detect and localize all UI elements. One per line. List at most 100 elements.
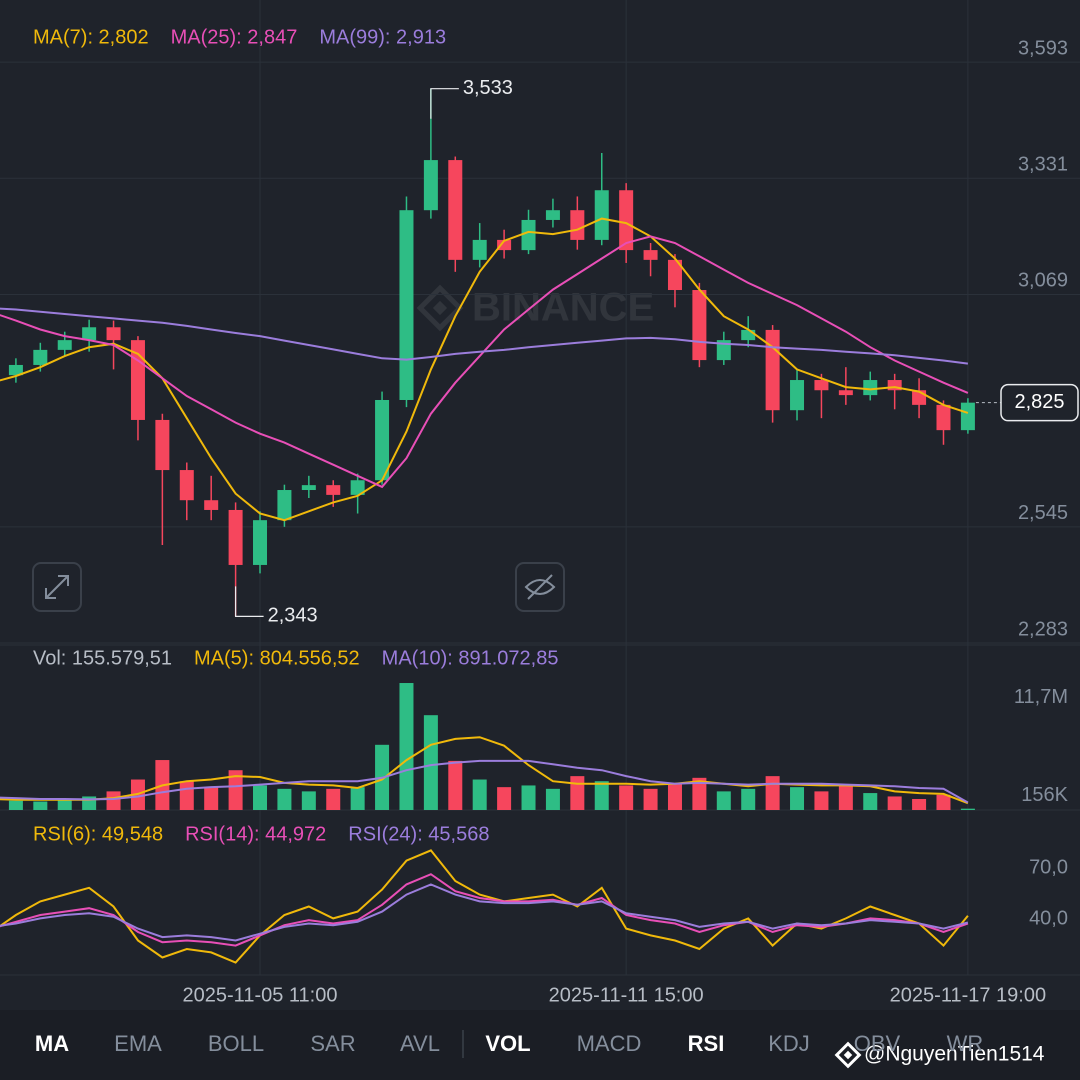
candle-body	[375, 399, 390, 481]
volume-bar	[936, 794, 951, 810]
legend-entry: MA(10): 891.072,85	[382, 647, 559, 669]
min-marker	[235, 586, 264, 617]
candle-body	[936, 404, 951, 431]
volume-bar	[326, 788, 341, 810]
toolbar-item[interactable]: KDJ	[768, 1031, 810, 1056]
y-tick-label: 3,331	[1018, 154, 1068, 176]
toolbar-item[interactable]: VOL	[485, 1031, 530, 1056]
candle-body	[399, 210, 414, 400]
toolbar-item[interactable]: SAR	[310, 1031, 355, 1056]
legend-entry: RSI(6): 49,548	[33, 823, 163, 845]
candle-body	[741, 329, 756, 341]
candle-body	[643, 250, 658, 260]
candle-body	[326, 485, 341, 495]
toolbar-item[interactable]: MACD	[577, 1031, 642, 1056]
candle-body	[301, 485, 316, 491]
y-tick-label: 40,0	[1029, 907, 1068, 929]
candle-body	[277, 490, 292, 521]
volume-bar	[228, 770, 243, 810]
candle-body	[765, 329, 780, 411]
candle-body	[57, 340, 72, 350]
rsi-line	[0, 873, 969, 947]
toolbar-bg	[0, 1010, 1080, 1080]
legend-entry: MA(5): 804.556,52	[194, 647, 360, 669]
volume-bar	[448, 760, 463, 810]
legend-entry: MA(25): 2,847	[171, 26, 298, 48]
legend-entry: MA(99): 2,913	[319, 26, 446, 48]
legend-entry: Vol: 155.579,51	[33, 647, 172, 669]
volume-bar	[179, 781, 194, 810]
volume-bar	[497, 787, 512, 810]
volume-bar	[741, 788, 756, 810]
candle-body	[960, 402, 975, 431]
candle-body	[545, 210, 560, 220]
volume-bar	[106, 791, 121, 810]
candle-body	[472, 239, 487, 260]
hide-button[interactable]	[515, 562, 565, 612]
candle-body	[594, 190, 609, 240]
expand-button[interactable]	[32, 562, 82, 612]
volume-bar	[692, 777, 707, 810]
volume-bar	[33, 801, 48, 810]
ma-line	[0, 217, 969, 522]
candle-body	[33, 349, 48, 365]
y-tick-label: 3,593	[1018, 37, 1068, 59]
candle-body	[179, 470, 194, 501]
y-tick-label: 70,0	[1029, 856, 1068, 878]
volume-bar	[301, 791, 316, 810]
y-tick-label: 11,7M	[1014, 686, 1068, 708]
volume-bar	[472, 779, 487, 810]
max-label: 3,533	[463, 77, 513, 99]
volume-bar	[887, 796, 902, 810]
ma-line	[0, 307, 969, 365]
volume-bar	[716, 791, 731, 810]
candle-body	[667, 259, 682, 291]
toolbar-item[interactable]: WR	[947, 1031, 984, 1056]
volume-bar	[838, 785, 853, 810]
y-tick-label: 2,283	[1018, 618, 1068, 640]
candle-body	[253, 520, 268, 565]
toolbar-item[interactable]: EMA	[114, 1031, 162, 1056]
y-tick-label: 3,069	[1018, 270, 1068, 292]
candle-body	[106, 327, 121, 341]
credit: @NguyenTien1514	[864, 1043, 1045, 1066]
max-marker	[430, 88, 459, 119]
candle-body	[130, 340, 145, 420]
min-label: 2,343	[268, 605, 318, 627]
volume-ma-line	[0, 736, 969, 805]
candle-body	[350, 480, 365, 495]
volume-bar	[277, 788, 292, 810]
candle-body	[814, 380, 829, 391]
volume-bar	[643, 788, 658, 810]
candle-body	[82, 327, 97, 341]
toolbar-item[interactable]: OBV	[854, 1031, 901, 1056]
volume-bar	[667, 783, 682, 810]
candle-body	[570, 210, 585, 240]
x-tick-label: 2025-11-11 15:00	[549, 984, 704, 1006]
y-tick-label: 156K	[1021, 784, 1068, 806]
volume-bar	[350, 787, 365, 810]
volume-bar	[594, 781, 609, 810]
toolbar-item[interactable]: BOLL	[208, 1031, 264, 1056]
legend-entry: MA(7): 2,802	[33, 26, 149, 48]
volume-bar	[863, 793, 878, 810]
volume-bar	[521, 785, 536, 810]
toolbar-item[interactable]: RSI	[688, 1031, 725, 1056]
volume-bar	[545, 788, 560, 810]
candle-body	[521, 219, 536, 251]
volume-bar	[570, 776, 585, 810]
last-price-tag	[1000, 383, 1079, 422]
candle-body	[790, 380, 805, 411]
volume-bar	[960, 808, 975, 810]
volume-bar	[423, 715, 438, 810]
toolbar-item[interactable]: AVL	[400, 1031, 440, 1056]
volume-bar	[8, 800, 23, 810]
volume-bar	[912, 798, 927, 810]
toolbar-item[interactable]: MA	[35, 1031, 69, 1056]
volume-bar	[253, 785, 268, 810]
volume-bar	[814, 791, 829, 810]
volume-bar	[57, 799, 72, 810]
volume-bar	[790, 787, 805, 810]
ma-line	[0, 235, 969, 489]
